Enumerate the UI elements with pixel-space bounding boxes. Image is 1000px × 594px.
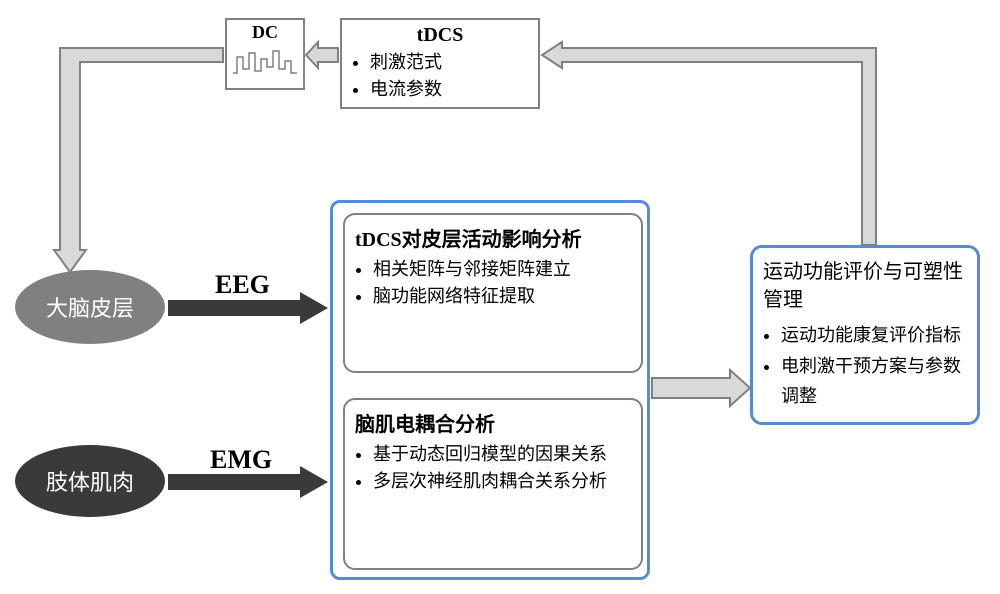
evaluation-bullets: 运动功能康复评价指标 电刺激干预方案与参数调整: [763, 320, 967, 412]
coupling-bullet-2: 多层次神经肌肉耦合关系分析: [373, 468, 631, 495]
cortex-ellipse: 大脑皮层: [15, 270, 165, 344]
coupling-analysis-box: 脑肌电耦合分析 基于动态回归模型的因果关系 多层次神经肌肉耦合关系分析: [343, 398, 643, 570]
evaluation-box: 运动功能评价与可塑性管理 运动功能康复评价指标 电刺激干预方案与参数调整: [750, 245, 980, 425]
coupling-bullet-1: 基于动态回归模型的因果关系: [373, 441, 631, 468]
emg-label: EMG: [210, 445, 272, 475]
eeg-label: EEG: [215, 270, 270, 300]
tdcs-bullet-1: 刺激范式: [370, 49, 528, 76]
muscle-ellipse: 肢体肌肉: [15, 445, 165, 517]
arrow-center-to-eval: [652, 370, 750, 406]
tdcs-box: tDCS 刺激范式 电流参数: [340, 18, 540, 109]
arrow-dc-to-cortex: [54, 48, 223, 272]
tdcs-title: tDCS: [352, 24, 528, 47]
cortical-bullet-1: 相关矩阵与邻接矩阵建立: [373, 256, 631, 283]
coupling-analysis-title: 脑肌电耦合分析: [355, 408, 631, 437]
tdcs-bullets: 刺激范式 电流参数: [352, 49, 528, 103]
dc-label: DC: [231, 22, 299, 43]
evaluation-bullet-1: 运动功能康复评价指标: [781, 320, 967, 351]
evaluation-title: 运动功能评价与可塑性管理: [763, 258, 967, 314]
dc-box: DC: [225, 18, 305, 90]
arrow-tdcs-to-dc: [306, 42, 338, 68]
coupling-bullets: 基于动态回归模型的因果关系 多层次神经肌肉耦合关系分析: [355, 441, 631, 495]
tdcs-bullet-2: 电流参数: [370, 76, 528, 103]
cortical-analysis-box: tDCS对皮层活动影响分析 相关矩阵与邻接矩阵建立 脑功能网络特征提取: [343, 213, 643, 373]
muscle-label: 肢体肌肉: [46, 465, 134, 497]
evaluation-bullet-2: 电刺激干预方案与参数调整: [781, 351, 967, 412]
cortical-bullet-2: 脑功能网络特征提取: [373, 283, 631, 310]
cortex-label: 大脑皮层: [46, 291, 134, 323]
cortical-bullets: 相关矩阵与邻接矩阵建立 脑功能网络特征提取: [355, 256, 631, 310]
dc-waveform-icon: [231, 43, 301, 81]
center-frame: tDCS对皮层活动影响分析 相关矩阵与邻接矩阵建立 脑功能网络特征提取 脑肌电耦…: [330, 200, 650, 580]
cortical-analysis-title: tDCS对皮层活动影响分析: [355, 223, 631, 252]
